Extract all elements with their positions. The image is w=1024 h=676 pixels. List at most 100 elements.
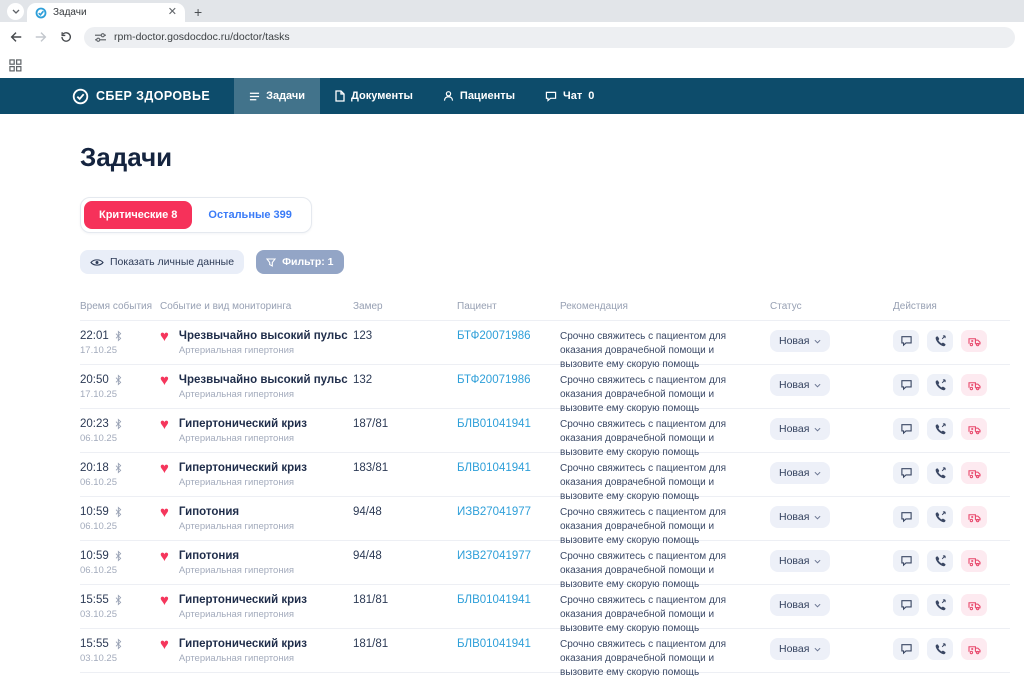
measurement-value: 181/81 <box>353 594 389 606</box>
event-time: 10:59 <box>80 506 109 518</box>
reload-button[interactable] <box>59 30 73 44</box>
call-patient-button[interactable] <box>927 462 953 484</box>
status-dropdown[interactable]: Новая <box>770 462 831 484</box>
forward-button[interactable] <box>34 30 48 44</box>
nav-label: Пациенты <box>459 90 515 102</box>
event-date: 17.10.25 <box>80 345 117 356</box>
tab-search-button[interactable] <box>7 3 24 20</box>
event-date: 06.10.25 <box>80 565 117 576</box>
status-dropdown[interactable]: Новая <box>770 374 831 396</box>
chat-with-patient-button[interactable] <box>893 418 919 440</box>
bookmarks-bar <box>0 52 1024 78</box>
call-patient-button[interactable] <box>927 418 953 440</box>
status-label: Новая <box>779 423 810 435</box>
event-date: 03.10.25 <box>80 653 117 664</box>
chat-with-patient-button[interactable] <box>893 594 919 616</box>
ambulance-icon <box>967 381 981 390</box>
chat-with-patient-button[interactable] <box>893 374 919 396</box>
call-patient-button[interactable] <box>927 374 953 396</box>
event-cell: ♥ Гипертонический криз Артериальная гипе… <box>160 592 353 635</box>
favicon-icon <box>35 7 47 18</box>
tab-critical[interactable]: Критические 8 <box>84 201 193 229</box>
tab-others[interactable]: Остальные 399 <box>208 209 292 221</box>
status-dropdown[interactable]: Новая <box>770 550 831 572</box>
chat-bubble-icon <box>900 512 912 523</box>
nav-item-tasks[interactable]: Задачи <box>234 78 321 114</box>
col-header: Статус <box>770 301 802 312</box>
col-header: Время события <box>80 301 153 312</box>
app-navbar: СБЕР ЗДОРОВЬЕ Задачи Документы Пациенты … <box>0 78 1024 114</box>
chat-bubble-icon <box>900 556 912 567</box>
event-date: 06.10.25 <box>80 477 117 488</box>
call-patient-button[interactable] <box>927 638 953 660</box>
status-dropdown[interactable]: Новая <box>770 418 831 440</box>
filter-label: Фильтр: 1 <box>282 256 334 268</box>
chat-with-patient-button[interactable] <box>893 462 919 484</box>
nav-item-patients[interactable]: Пациенты <box>428 78 530 114</box>
status-dropdown[interactable]: Новая <box>770 594 831 616</box>
call-ambulance-button[interactable] <box>961 506 987 528</box>
chat-with-patient-button[interactable] <box>893 330 919 352</box>
call-patient-button[interactable] <box>927 550 953 572</box>
chat-bubble-icon <box>900 336 912 347</box>
call-ambulance-button[interactable] <box>961 550 987 572</box>
call-ambulance-button[interactable] <box>961 418 987 440</box>
actions-cell <box>893 418 1010 459</box>
bluetooth-icon <box>115 374 122 386</box>
call-ambulance-button[interactable] <box>961 638 987 660</box>
measurement-value: 183/81 <box>353 462 389 474</box>
actions-cell <box>893 374 1010 415</box>
call-patient-button[interactable] <box>927 506 953 528</box>
call-ambulance-button[interactable] <box>961 374 987 396</box>
site-settings-icon <box>95 32 106 42</box>
patient-link[interactable]: БТФ20071986 <box>457 330 531 342</box>
tab-close-icon[interactable]: ✕ <box>167 6 177 18</box>
patient-link[interactable]: БЛВ01041941 <box>457 418 531 430</box>
call-patient-button[interactable] <box>927 330 953 352</box>
show-personal-data-button[interactable]: Показать личные данные <box>80 250 245 274</box>
heart-icon: ♥ <box>160 372 169 389</box>
main-menu: Задачи Документы Пациенты Чат 0 <box>234 78 609 114</box>
patient-link[interactable]: ИЗВ27041977 <box>457 506 532 518</box>
actions-cell <box>893 330 1010 371</box>
phone-icon <box>935 423 946 435</box>
call-patient-button[interactable] <box>927 594 953 616</box>
apps-grid-icon[interactable] <box>9 58 22 72</box>
patient-link[interactable]: БЛВ01041941 <box>457 594 531 606</box>
patient-link[interactable]: БТФ20071986 <box>457 374 531 386</box>
status-cell: Новая <box>770 594 893 635</box>
status-dropdown[interactable]: Новая <box>770 506 831 528</box>
nav-label: Документы <box>351 90 413 102</box>
status-dropdown[interactable]: Новая <box>770 638 831 660</box>
chat-bubble-icon <box>900 600 912 611</box>
actions-cell <box>893 506 1010 547</box>
status-cell: Новая <box>770 374 893 415</box>
status-cell: Новая <box>770 550 893 591</box>
heart-icon: ♥ <box>160 592 169 609</box>
status-cell: Новая <box>770 506 893 547</box>
call-ambulance-button[interactable] <box>961 462 987 484</box>
call-ambulance-button[interactable] <box>961 594 987 616</box>
chevron-down-icon <box>814 647 821 652</box>
patient-link[interactable]: ИЗВ27041977 <box>457 550 532 562</box>
url-bar[interactable]: rpm-doctor.gosdocdoc.ru/doctor/tasks <box>84 26 1015 48</box>
new-tab-button[interactable]: + <box>194 4 203 20</box>
browser-tab[interactable]: Задачи ✕ <box>27 3 185 22</box>
patient-link[interactable]: БЛВ01041941 <box>457 462 531 474</box>
filter-icon <box>266 257 277 267</box>
status-dropdown[interactable]: Новая <box>770 330 831 352</box>
call-ambulance-button[interactable] <box>961 330 987 352</box>
chat-with-patient-button[interactable] <box>893 506 919 528</box>
back-button[interactable] <box>9 30 23 44</box>
nav-item-chat[interactable]: Чат 0 <box>530 78 609 114</box>
filter-button[interactable]: Фильтр: 1 <box>256 250 344 274</box>
brand-logo: СБЕР ЗДОРОВЬЕ <box>72 78 210 114</box>
table-body: 22:01 17.10.25 ♥ Чрезвычайно высокий пул… <box>80 321 1010 676</box>
nav-item-documents[interactable]: Документы <box>320 78 428 114</box>
chevron-down-icon <box>12 9 19 14</box>
col-header: Событие и вид мониторинга <box>160 301 292 312</box>
event-cell: ♥ Гипертонический криз Артериальная гипе… <box>160 637 353 676</box>
chat-with-patient-button[interactable] <box>893 638 919 660</box>
patient-link[interactable]: БЛВ01041941 <box>457 638 531 650</box>
chat-with-patient-button[interactable] <box>893 550 919 572</box>
